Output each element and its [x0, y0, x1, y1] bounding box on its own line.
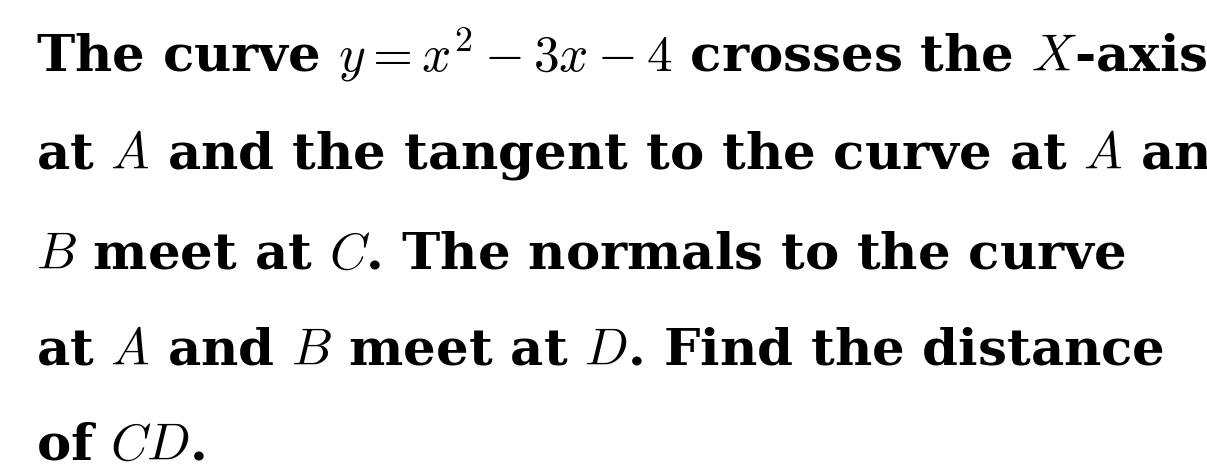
Text: $B$ meet at $C$. The normals to the curve: $B$ meet at $C$. The normals to the curv… [36, 231, 1126, 280]
Text: The curve $y = x^2 - 3x - 4$ crosses the $X$-axis: The curve $y = x^2 - 3x - 4$ crosses the… [36, 26, 1207, 84]
Text: at $A$ and $B$ meet at $D$. Find the distance: at $A$ and $B$ meet at $D$. Find the dis… [36, 326, 1165, 375]
Text: at $A$ and the tangent to the curve at $A$ and: at $A$ and the tangent to the curve at $… [36, 128, 1207, 182]
Text: of $CD$.: of $CD$. [36, 422, 205, 466]
